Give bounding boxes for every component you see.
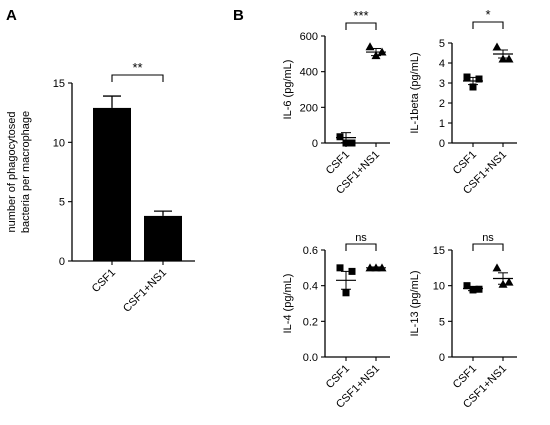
data-point [348,139,356,147]
y-tick-label: 600 [300,31,318,43]
data-point [463,73,471,81]
x-tick-label: CSF1 [451,149,479,177]
y-tick-label: 0.0 [303,352,318,364]
data-point [336,264,344,272]
y-axis-title: IL-4 (pg/mL) [282,274,294,334]
y-tick-label: 0.4 [303,281,318,293]
x-tick-label: CSF1 [324,363,352,391]
significance-label: * [485,7,490,22]
x-tick-label: CSF1 [451,363,479,391]
y-tick-label: 3 [439,78,445,90]
y-axis-title: number of phagocytosed [6,111,18,232]
x-tick-label: CSF1+NS1 [121,267,169,315]
y-tick-label: 2 [439,98,445,110]
significance-bracket [472,243,504,251]
x-tick-label: CSF1 [324,149,352,177]
y-tick-label: 1 [439,118,445,130]
y-tick-label: 10 [433,281,445,293]
data-point [342,289,350,297]
y-tick-label: 15 [433,245,445,257]
y-tick-label: 400 [300,67,318,79]
significance-label: ns [482,232,494,244]
significance-label: ns [355,232,367,244]
significance-bracket [345,22,377,30]
y-tick-label: 5 [439,38,445,50]
y-tick-label: 0 [59,256,65,268]
y-axis-title: IL-1beta (pg/mL) [409,52,421,133]
y-tick-label: 5 [59,197,65,209]
y-axis-title: IL-13 (pg/mL) [409,270,421,336]
y-tick-label: 4 [439,58,445,70]
y-tick-label: 5 [439,316,445,328]
y-tick-label: 15 [53,78,65,90]
x-tick-label: CSF1 [90,267,118,295]
panel-letter-b: B [233,7,244,24]
bar [144,215,182,261]
data-point [475,285,483,293]
data-point [463,282,471,290]
data-point [492,42,502,51]
data-point [469,83,477,91]
y-tick-label: 10 [53,137,65,149]
panel-letter-a: A [6,7,17,24]
data-point [348,267,356,275]
data-point [336,133,344,141]
significance-label: *** [353,8,368,23]
significance-label: ** [132,60,142,75]
y-axis-title: bacteria per macrophage [20,111,32,233]
data-point [365,42,375,51]
data-point [504,277,514,286]
data-point [504,54,514,63]
y-tick-label: 0 [439,352,445,364]
data-point [492,263,502,272]
bar [93,107,131,261]
significance-bracket [345,243,377,251]
y-tick-label: 0 [312,138,318,150]
y-tick-label: 0 [439,138,445,150]
y-tick-label: 0.2 [303,316,318,328]
y-tick-label: 200 [300,102,318,114]
y-axis-title: IL-6 (pg/mL) [282,60,294,120]
data-point [475,75,483,83]
y-tick-label: 0.6 [303,245,318,257]
significance-bracket [472,21,504,29]
significance-bracket [111,74,164,82]
